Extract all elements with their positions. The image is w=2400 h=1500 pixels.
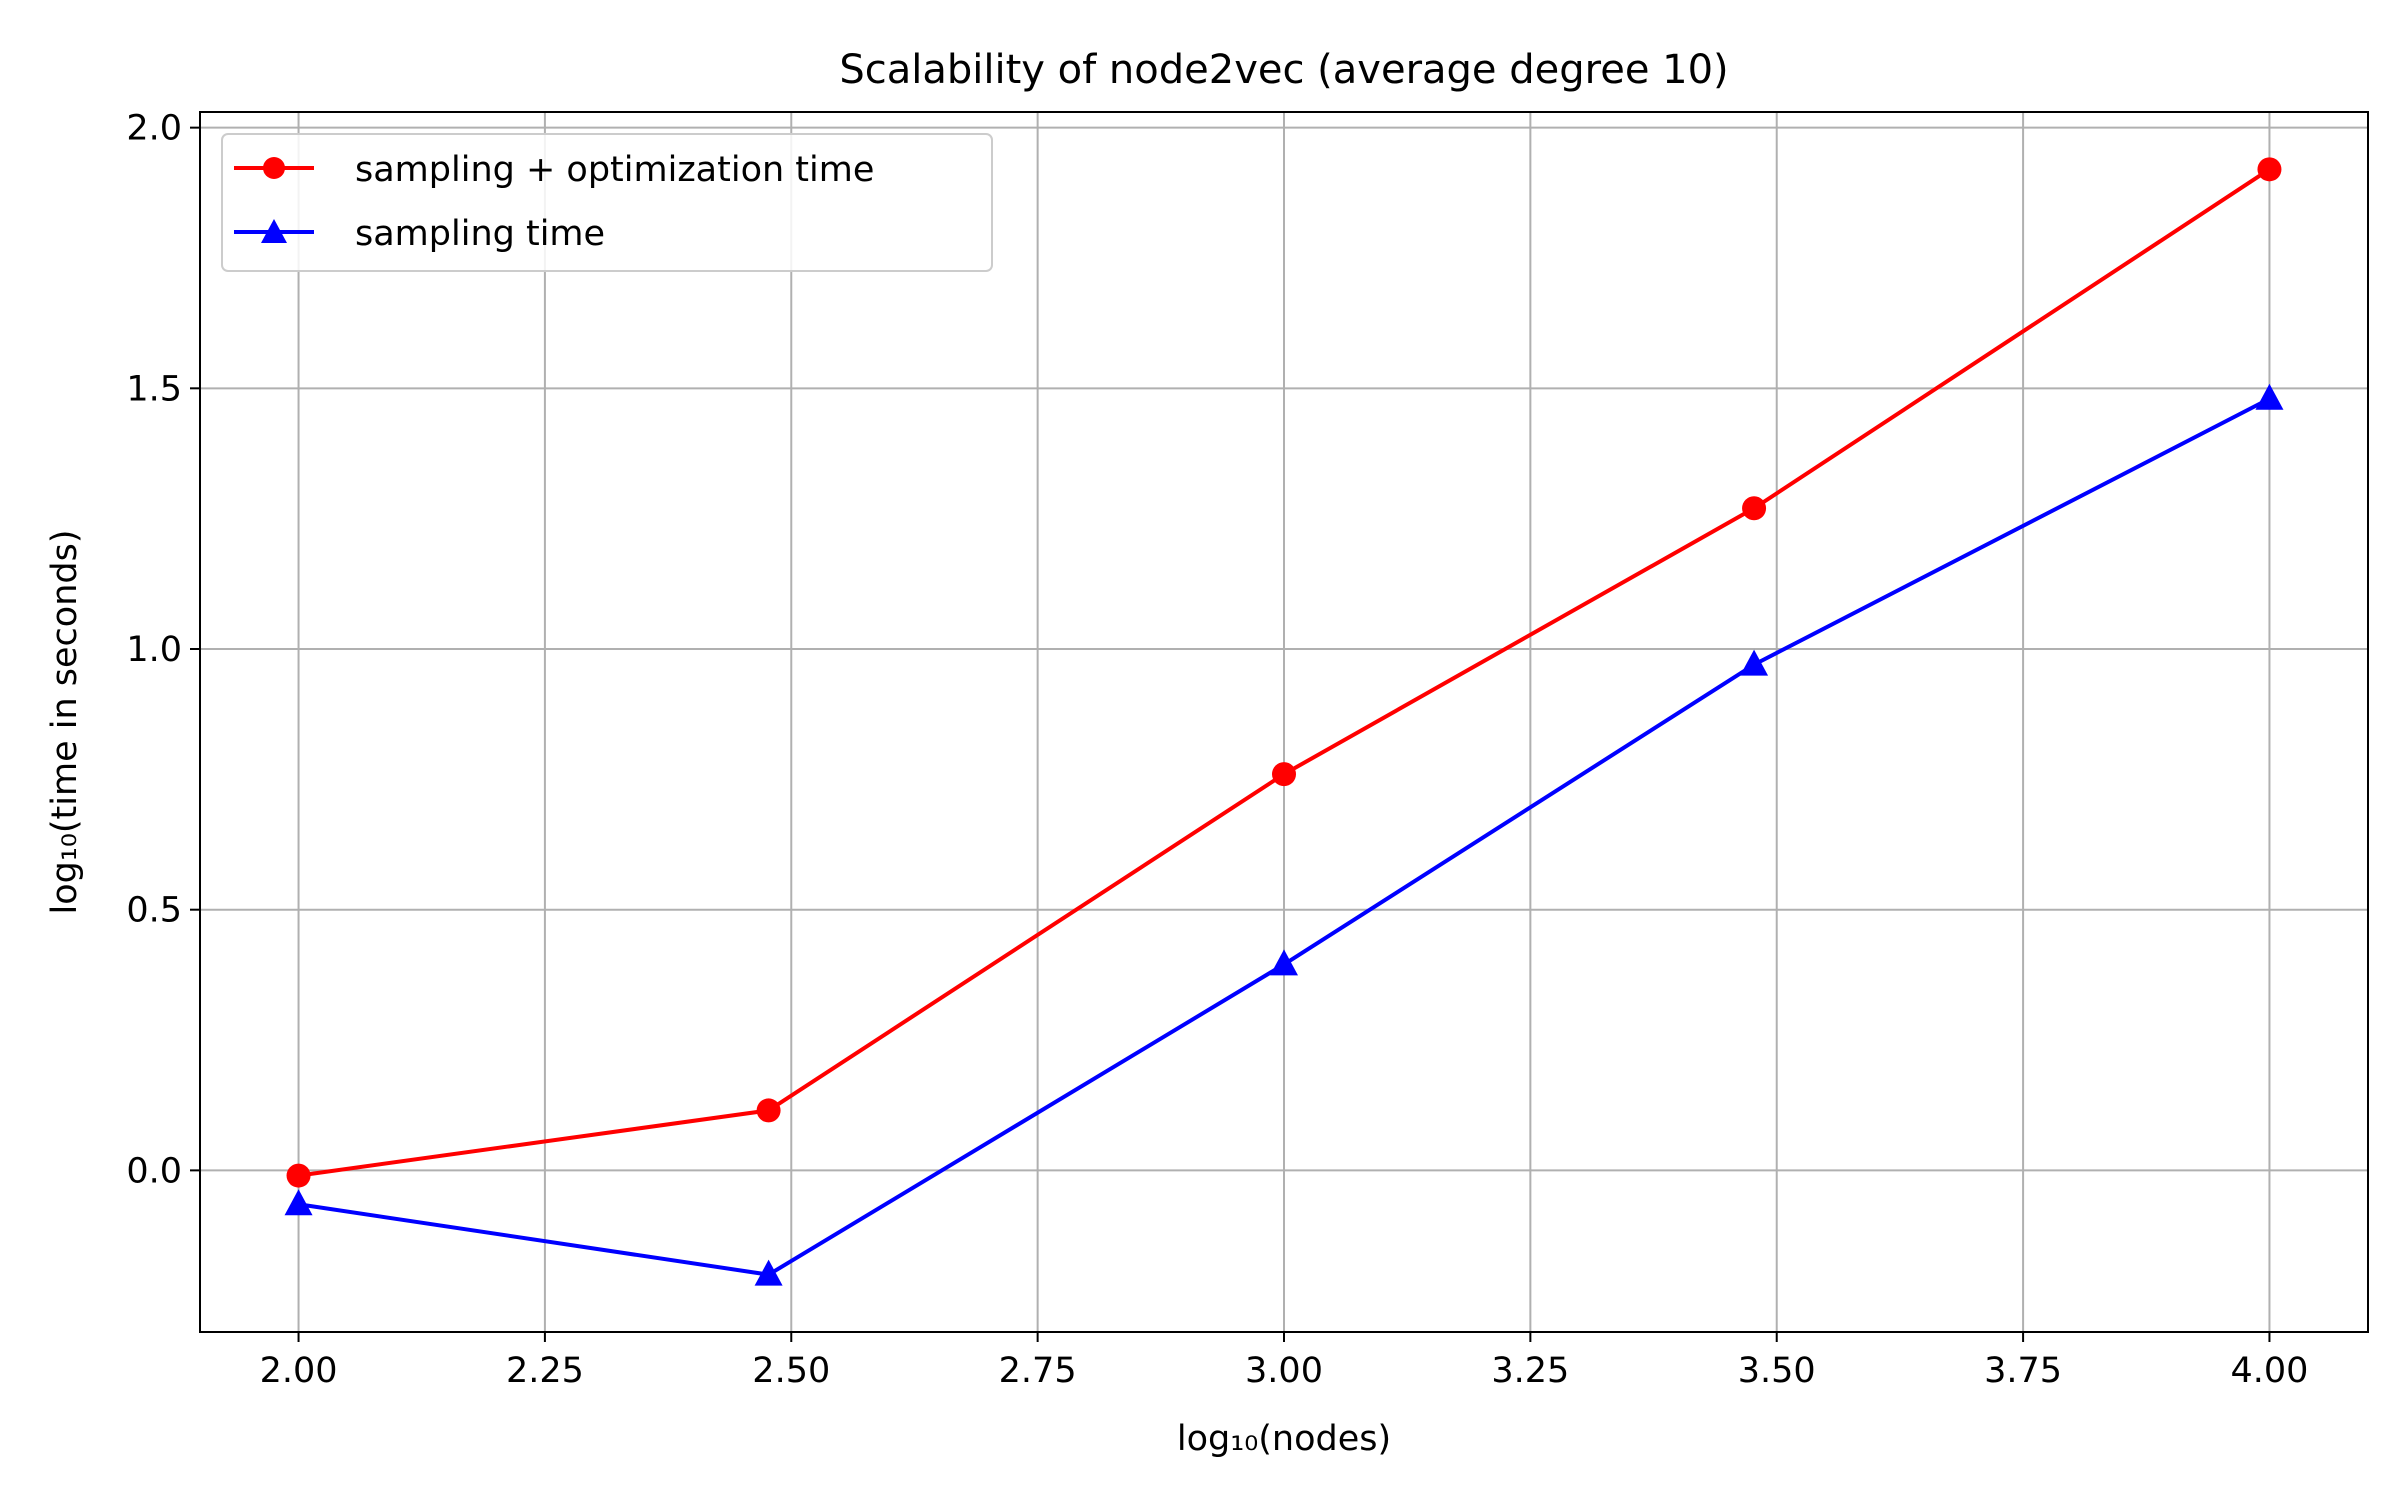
y-axis-label: log₁₀(time in seconds) [45,529,85,914]
y-tick-label: 0.5 [126,891,182,931]
series-1-point [286,1163,311,1188]
x-tick-label: 3.75 [1984,1351,2062,1391]
legend-label-series-1: sampling + optimization time [355,150,874,190]
x-tick-label: 4.00 [2230,1351,2308,1391]
y-tick-label: 2.0 [126,109,182,149]
x-tick-label: 3.50 [1738,1351,1816,1391]
series-2-point [2255,383,2284,410]
x-tick-label: 2.50 [752,1351,830,1391]
series-1 [286,157,2282,1188]
x-tick-label: 2.75 [999,1351,1077,1391]
chart-title: Scalability of node2vec (average degree … [839,47,1728,93]
x-tick-label: 2.00 [260,1351,338,1391]
legend-label-series-2: sampling time [355,214,605,254]
legend-box [221,133,993,272]
x-axis-label: log₁₀(nodes) [1177,1419,1391,1459]
series-1-point [756,1098,781,1123]
series-2-point [284,1189,313,1216]
grid-lines [200,112,2368,1332]
plot-series [284,157,2284,1286]
x-tick-label: 3.25 [1491,1351,1569,1391]
series-2-point [754,1259,783,1286]
series-2-point [1270,949,1298,976]
y-tick-label: 1.5 [126,369,182,409]
y-tick-label: 1.0 [126,630,182,670]
x-tick-label: 2.25 [506,1351,584,1391]
y-axis-ticks: 0.0 0.5 1.0 1.5 2.0 [126,109,200,1191]
x-tick-label: 3.00 [1245,1351,1323,1391]
legend: sampling + optimization time sampling ti… [221,133,993,272]
series-1-point [1272,762,1296,787]
series-1-point [1742,496,1767,521]
y-tick-label: 0.0 [126,1151,182,1191]
series-2-point [1740,649,1769,676]
legend-marker-series-1 [263,157,285,179]
series-2 [284,383,2284,1286]
legend-marker-series-2 [261,219,287,243]
series-1-point [2257,157,2282,182]
x-axis-ticks: 2.00 2.25 2.50 2.75 3.00 3.25 3.50 3.75 4.00 [260,1332,2308,1391]
